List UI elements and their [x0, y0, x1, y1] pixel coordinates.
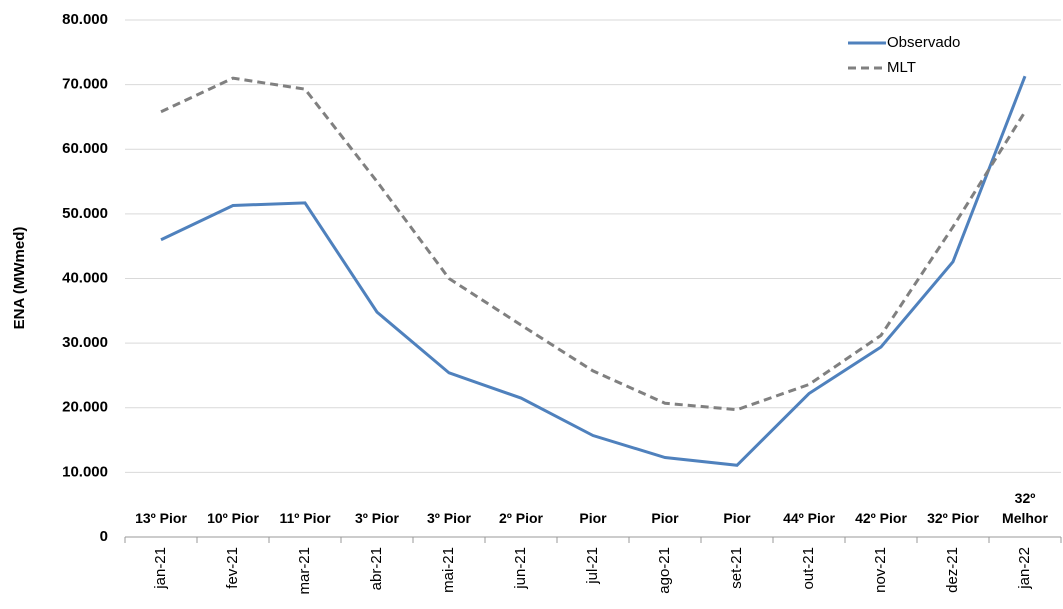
x-tick-label: mar-21 [296, 547, 313, 595]
rank-label: Pior [651, 510, 679, 526]
rank-label: Pior [579, 510, 607, 526]
x-tick-label: mai-21 [440, 547, 457, 593]
x-tick-label: fev-21 [224, 547, 241, 589]
x-tick-label: nov-21 [872, 547, 889, 593]
rank-label: 44º Pior [783, 510, 835, 526]
rank-label: 32º Pior [927, 510, 979, 526]
x-tick-label: dez-21 [944, 547, 961, 593]
y-tick-label: 10.000 [62, 463, 108, 480]
series-line [160, 75, 1027, 467]
y-tick-label: 80.000 [62, 11, 108, 28]
legend-label: MLT [887, 59, 916, 76]
legend-label: Observado [887, 34, 960, 51]
rank-label: 3º Pior [354, 510, 400, 526]
rank-label: 10º Pior [207, 510, 259, 526]
rank-label: 13º Pior [135, 510, 187, 526]
y-axis-title: ENA (MWmed) [11, 227, 28, 330]
x-tick-label: jul-21 [584, 547, 601, 585]
x-tick-label: out-21 [800, 547, 817, 590]
rank-label: 11º Pior [279, 510, 331, 526]
x-tick-label: jun-21 [512, 547, 529, 590]
rank-label: 42º Pior [855, 510, 907, 526]
x-tick-label: abr-21 [368, 547, 385, 590]
rank-label: 3º Pior [426, 510, 472, 526]
x-tick-label: jan-21 [152, 547, 169, 590]
y-tick-label: 60.000 [62, 140, 108, 157]
y-tick-label: 40.000 [62, 269, 108, 286]
y-tick-label: 50.000 [62, 205, 108, 222]
y-tick-label: 0 [100, 528, 108, 545]
x-tick-label: set-21 [728, 547, 745, 589]
y-tick-label: 20.000 [62, 399, 108, 416]
y-tick-label: 30.000 [62, 334, 108, 351]
y-tick-label: 70.000 [62, 76, 108, 93]
x-tick-label: jan-22 [1016, 547, 1033, 590]
rank-label: 2º Pior [498, 510, 544, 526]
rank-label: Pior [723, 510, 751, 526]
x-tick-label: ago-21 [656, 547, 673, 594]
series-line [160, 76, 1027, 412]
rank-label: 32º Melhor [1002, 490, 1048, 526]
